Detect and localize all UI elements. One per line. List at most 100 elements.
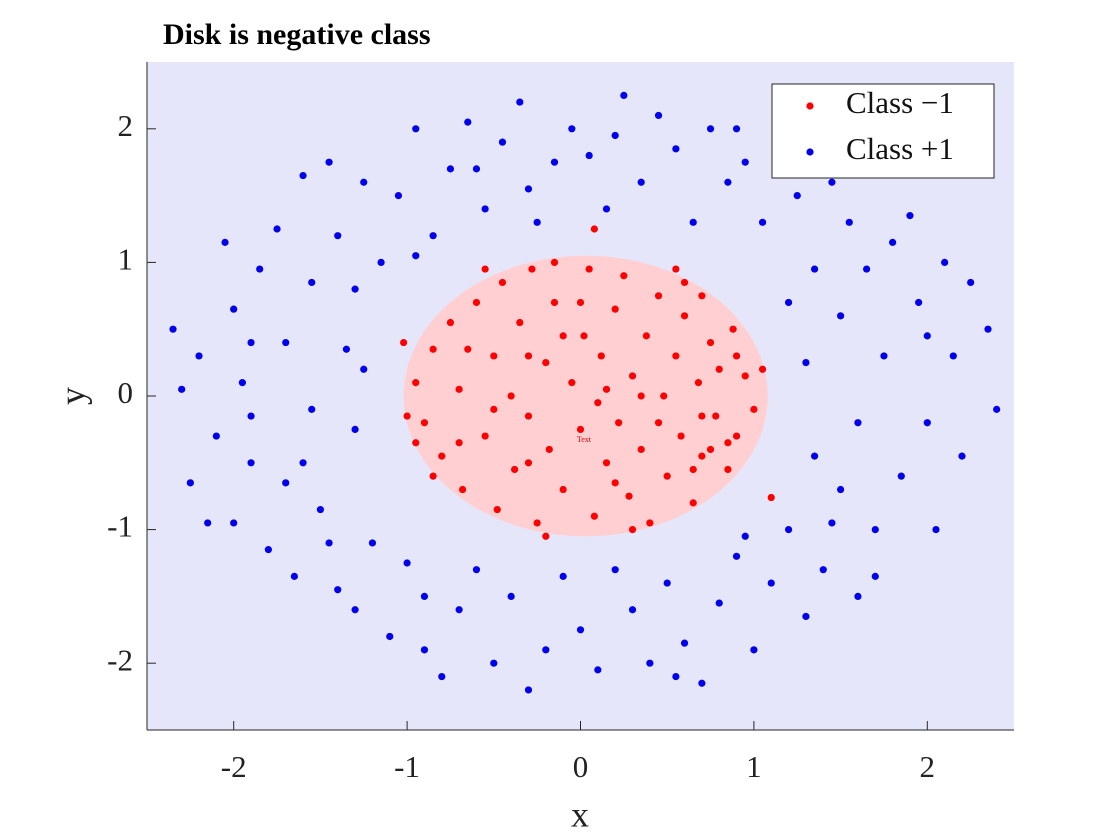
x-tick-label: 2 xyxy=(920,749,936,784)
point xyxy=(403,412,411,420)
point xyxy=(637,392,645,400)
point xyxy=(400,338,408,347)
point xyxy=(559,485,567,494)
point xyxy=(481,265,489,273)
point xyxy=(810,265,819,273)
point xyxy=(602,205,611,213)
point xyxy=(880,352,888,360)
annotation: Text xyxy=(577,435,592,444)
point xyxy=(493,505,501,514)
point xyxy=(455,606,463,614)
point xyxy=(597,352,605,360)
point xyxy=(698,679,706,687)
point xyxy=(654,111,663,120)
point xyxy=(542,532,550,540)
point xyxy=(594,666,602,674)
point xyxy=(677,432,685,440)
point xyxy=(351,285,359,293)
x-tick-label: 1 xyxy=(746,749,762,784)
point xyxy=(221,238,229,246)
point xyxy=(178,385,186,393)
point xyxy=(715,365,723,373)
point xyxy=(429,345,437,353)
point xyxy=(915,298,923,307)
point xyxy=(741,532,749,540)
point xyxy=(694,379,703,387)
y-tick-label: 0 xyxy=(118,375,134,410)
point xyxy=(802,359,810,367)
point xyxy=(507,392,515,400)
point xyxy=(299,171,307,180)
y-tick-label: -1 xyxy=(107,509,133,544)
point xyxy=(602,459,611,467)
point xyxy=(429,472,437,480)
point xyxy=(576,298,585,307)
point xyxy=(230,305,238,313)
y-tick-label: -2 xyxy=(107,642,133,677)
point xyxy=(732,125,741,133)
point xyxy=(663,472,671,480)
point xyxy=(784,298,793,307)
point xyxy=(837,485,845,494)
point xyxy=(412,252,420,260)
point xyxy=(802,612,810,621)
point xyxy=(741,372,749,380)
point xyxy=(559,572,567,580)
point xyxy=(680,312,689,320)
point xyxy=(646,519,654,527)
point xyxy=(299,459,307,467)
point xyxy=(498,138,507,146)
point xyxy=(715,599,723,607)
point xyxy=(230,519,238,527)
point xyxy=(741,158,749,166)
point xyxy=(212,432,220,440)
point xyxy=(993,405,1001,413)
point xyxy=(620,91,628,99)
x-tick-label: -1 xyxy=(394,749,420,784)
point xyxy=(897,472,905,480)
point xyxy=(758,365,767,373)
point xyxy=(316,505,324,514)
point xyxy=(412,125,420,133)
point xyxy=(533,519,541,527)
legend-marker xyxy=(806,148,814,156)
point xyxy=(750,646,758,654)
point xyxy=(625,492,633,500)
point xyxy=(256,265,264,273)
point xyxy=(524,412,533,420)
point xyxy=(590,225,598,233)
point xyxy=(854,592,862,601)
point xyxy=(663,579,671,587)
y-axis-label: y xyxy=(52,387,92,405)
point xyxy=(819,566,827,574)
point xyxy=(967,278,975,287)
point xyxy=(455,439,463,447)
point xyxy=(602,385,611,393)
legend-marker xyxy=(806,102,814,110)
point xyxy=(923,419,931,427)
point xyxy=(481,432,489,440)
point xyxy=(420,592,429,601)
point xyxy=(672,145,680,153)
point xyxy=(528,265,536,273)
point xyxy=(672,672,680,681)
point xyxy=(290,572,298,580)
point xyxy=(793,192,801,200)
point xyxy=(516,318,524,327)
point xyxy=(706,338,715,347)
point xyxy=(472,566,481,574)
point xyxy=(264,546,272,554)
point xyxy=(689,218,697,226)
point xyxy=(729,325,737,333)
point xyxy=(282,479,290,487)
point xyxy=(646,659,654,667)
point xyxy=(524,686,533,694)
point xyxy=(585,265,593,273)
point xyxy=(576,425,585,433)
point xyxy=(689,465,697,474)
point xyxy=(334,586,342,594)
point xyxy=(611,305,619,313)
point xyxy=(455,385,463,393)
point xyxy=(615,419,623,427)
point xyxy=(611,131,619,140)
